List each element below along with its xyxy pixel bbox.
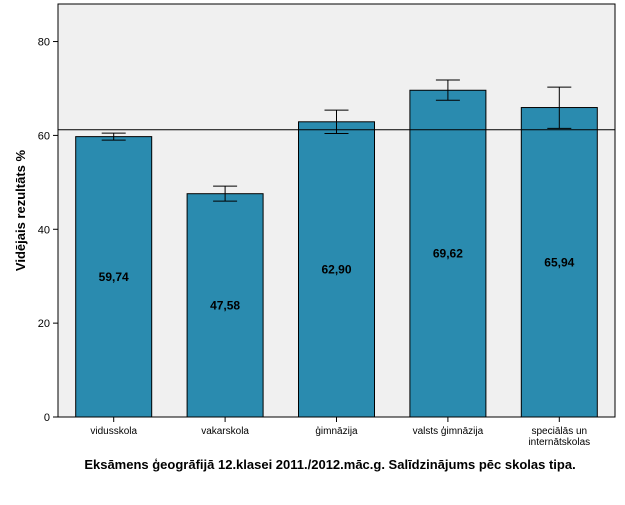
bars (75, 89, 598, 418)
x-category-label: vidusskola (90, 426, 137, 437)
bar-value-label: 69,62 (433, 247, 463, 261)
bar-value-label: 62,90 (321, 262, 351, 276)
x-category-label: vakarskola (201, 426, 249, 437)
x-category-label: ģimnāzija (315, 424, 358, 437)
bar-value-label: 47,58 (210, 298, 240, 312)
y-tick-label: 80 (38, 37, 50, 49)
x-axis-title: Eksāmens ģeogrāfijā 12.klasei 2011./2012… (84, 457, 576, 472)
y-tick-label: 60 (38, 130, 50, 142)
y-tick-label: 20 (38, 318, 50, 330)
x-category-label-line: internātskolas (528, 437, 590, 448)
x-category-label: valsts ģimnāzija (413, 424, 484, 437)
y-axis-title: Vidējais rezultāts % (13, 149, 28, 271)
bar-value-label: 59,74 (99, 270, 129, 284)
x-category-labels: vidusskola vakarskola ģimnāzija valsts ģimn… (90, 417, 590, 448)
y-tick-label: 0 (44, 412, 50, 424)
error-bars (101, 79, 572, 202)
value-labels: 59,74 47,58 62,90 69,62 65,94 (99, 247, 575, 313)
y-tick-label: 40 (38, 224, 50, 236)
x-category-label: speciālās un internātskolas (528, 426, 590, 448)
bar-value-label: 65,94 (544, 255, 574, 269)
y-ticks: 0 20 40 60 80 (38, 37, 58, 424)
x-category-label-line: speciālās un (532, 426, 588, 437)
